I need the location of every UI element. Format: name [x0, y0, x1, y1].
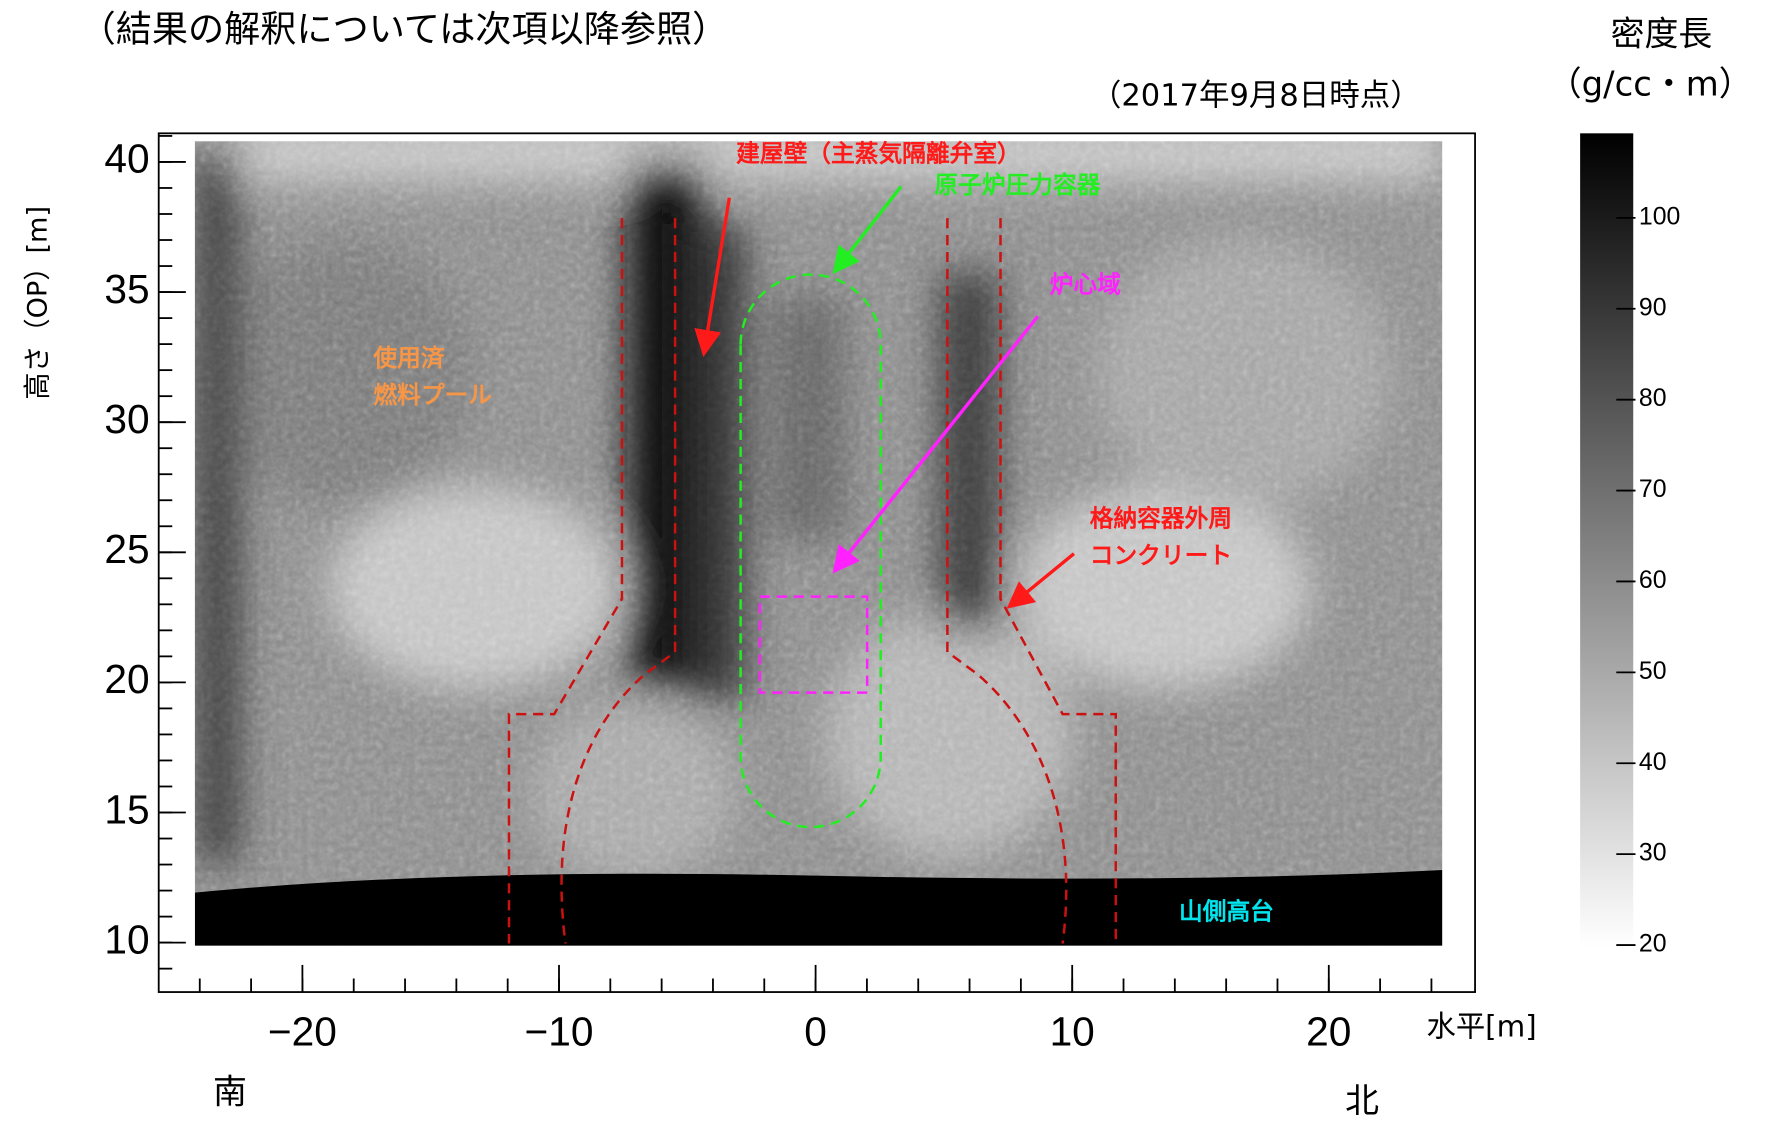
y-axis-label: 高さ（OP）[m] — [22, 206, 53, 400]
y-tick-label: 20 — [104, 656, 149, 702]
x-tick-label: 10 — [1050, 1009, 1095, 1055]
y-tick-label: 30 — [104, 396, 149, 442]
colorbar-tick-label: 20 — [1639, 931, 1667, 958]
colorbar-tick-label: 50 — [1639, 658, 1667, 685]
annotation: 使用済 — [372, 344, 444, 372]
annotation: コンクリート — [1090, 542, 1232, 570]
density-image — [195, 124, 1442, 945]
colorbar-title: 密度長 — [1611, 15, 1713, 54]
south-label: 南 — [213, 1072, 247, 1111]
annotation: 建屋壁（主蒸気隔離弁室） — [736, 139, 1021, 167]
annotation: 炉心域 — [1050, 270, 1121, 298]
colorbar-unit: （g/cc・m） — [1548, 64, 1753, 103]
x-axis-label: 水平[m] — [1426, 1010, 1536, 1044]
annotation: 山側高台 — [1179, 897, 1274, 925]
y-tick-label: 35 — [104, 266, 149, 312]
colorbar — [1580, 133, 1633, 947]
annotation: 原子炉圧力容器 — [934, 171, 1100, 199]
x-tick-label: 20 — [1306, 1009, 1351, 1055]
north-label: 北 — [1345, 1081, 1379, 1120]
y-tick-label: 40 — [104, 136, 149, 182]
x-tick-label: 0 — [804, 1009, 827, 1055]
y-tick-label: 25 — [104, 526, 149, 572]
title: （結果の解釈については次項以降参照） — [80, 8, 729, 51]
colorbar-tick-label: 40 — [1639, 749, 1667, 776]
y-tick-label: 15 — [104, 786, 149, 832]
colorbar-tick-label: 70 — [1639, 476, 1667, 503]
colorbar-tick-label: 100 — [1639, 203, 1680, 230]
colorbar-tick-label: 90 — [1639, 294, 1667, 321]
x-tick-label: −20 — [268, 1009, 337, 1055]
chart: （結果の解釈については次項以降参照） （2017年9月8日時点） 密度長 （g/… — [0, 0, 1775, 1122]
annotation: 格納容器外周 — [1090, 504, 1232, 532]
colorbar-tick-label: 60 — [1639, 567, 1667, 594]
y-tick-label: 10 — [104, 916, 149, 962]
annotation: 燃料プール — [373, 381, 492, 409]
colorbar-tick-label: 80 — [1639, 385, 1667, 412]
x-tick-label: −10 — [525, 1009, 594, 1055]
subtitle: （2017年9月8日時点） — [1091, 79, 1421, 114]
colorbar-tick-label: 30 — [1639, 840, 1667, 867]
